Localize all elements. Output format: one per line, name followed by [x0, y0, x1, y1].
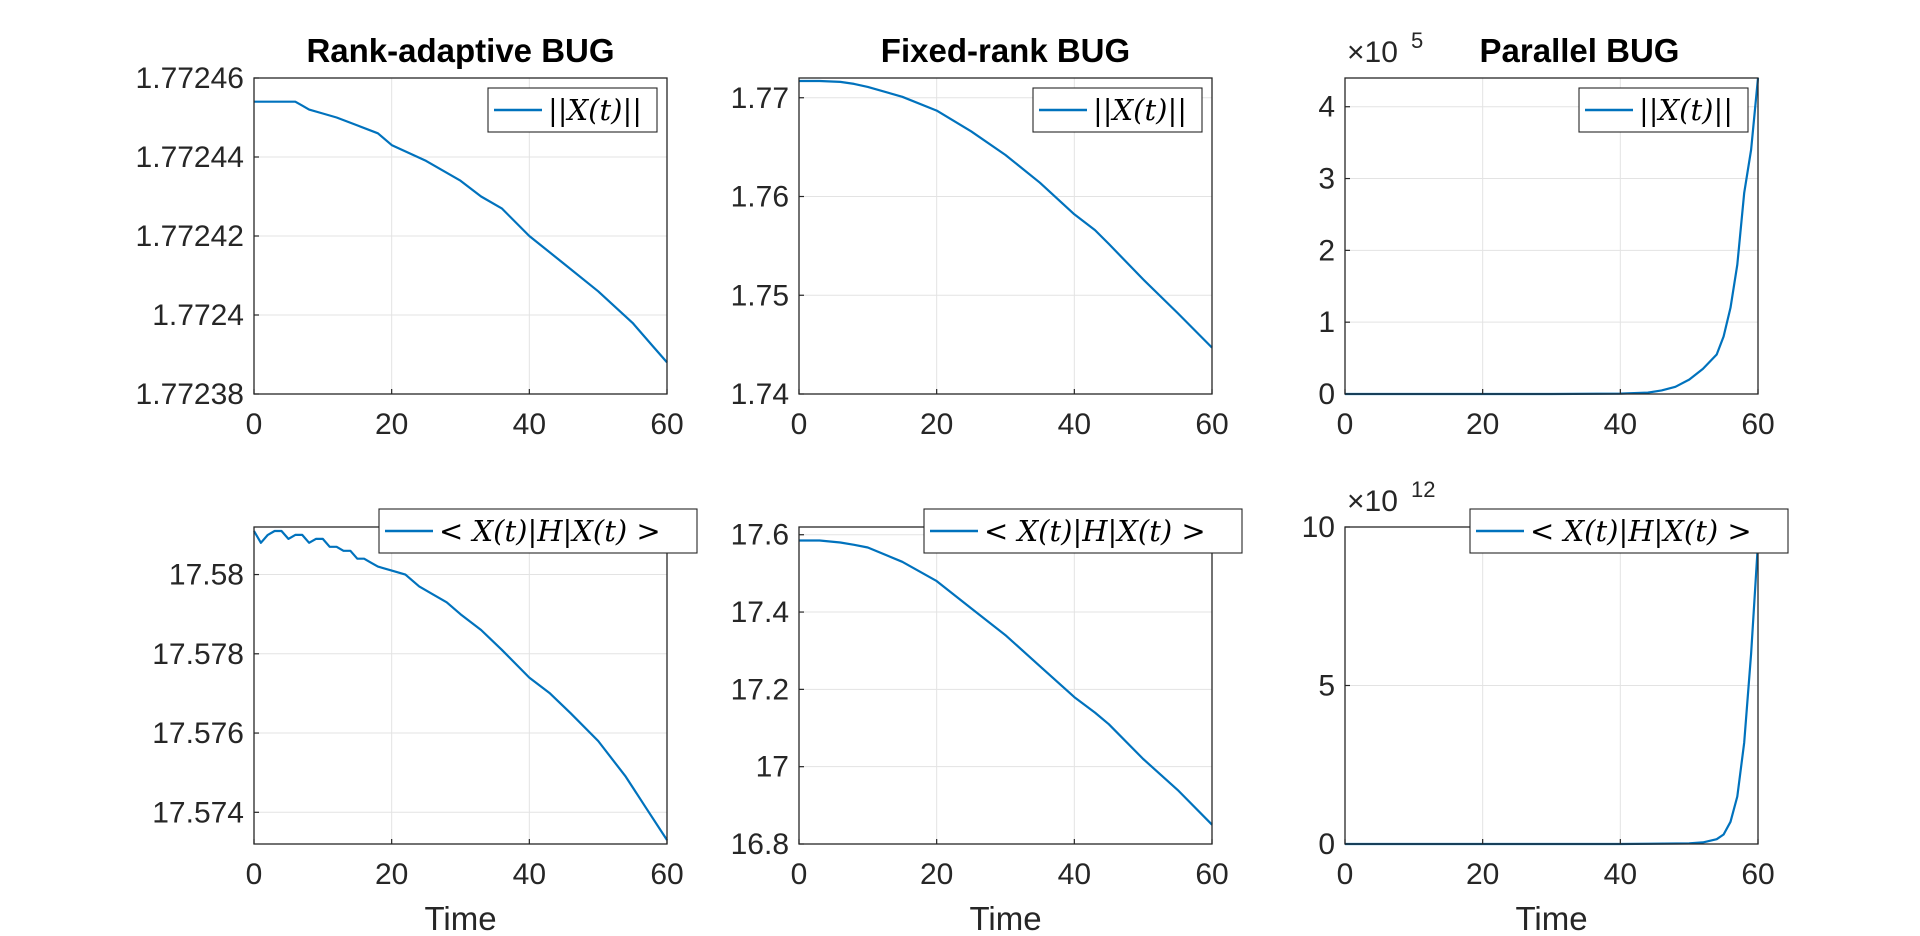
y-tick-label: 17.58 [169, 559, 244, 592]
y-tick-label: 4 [1318, 91, 1335, 124]
y-tick-label: 1.77 [731, 82, 789, 115]
y-exponent-label: ×10 [1347, 36, 1398, 69]
plot-area [799, 527, 1212, 844]
y-tick-label: 16.8 [731, 828, 789, 861]
y-tick-label: 17.576 [152, 717, 244, 750]
legend: ||X(t)|| [1578, 87, 1749, 133]
legend-label: < X(t)|H|X(t) > [1530, 514, 1752, 548]
x-tick-label: 40 [513, 858, 546, 891]
series-line-1 [253, 529, 668, 841]
legend-label: < X(t)|H|X(t) > [984, 514, 1206, 548]
series-line-1 [799, 79, 1213, 349]
chart-panel-6: 0 20 40 60 0 5 10 ×10 12 Time < X(t)|H|X(t) > [1302, 477, 1789, 936]
x-tick-label: 60 [650, 408, 683, 441]
x-tick-label: 0 [1337, 858, 1354, 891]
y-tick-label: 1.77242 [136, 220, 244, 253]
x-tick-label: 20 [1466, 858, 1499, 891]
legend-label: ||X(t)|| [548, 93, 642, 127]
chart-panel-4: 0 20 40 60 17.574 17.576 17.578 17.58 Time < X(t)… [152, 508, 698, 936]
y-tick-label: 5 [1318, 670, 1335, 703]
x-axis-label: Time [1515, 900, 1587, 936]
x-tick-label: 60 [1741, 408, 1774, 441]
legend-box [923, 508, 1243, 554]
chart-title: Parallel BUG [1480, 32, 1680, 69]
legend: < X(t)|H|X(t) > [1469, 508, 1789, 554]
y-tick-label: 1.76 [731, 181, 789, 214]
legend-label: < X(t)|H|X(t) > [439, 514, 661, 548]
y-tick-label: 0 [1318, 828, 1335, 861]
legend-label: ||X(t)|| [1093, 93, 1187, 127]
x-tick-label: 0 [1337, 408, 1354, 441]
y-tick-label: 17.578 [152, 638, 244, 671]
legend: ||X(t)|| [487, 87, 658, 133]
y-tick-label: 17.574 [152, 796, 244, 829]
x-tick-label: 20 [375, 858, 408, 891]
y-tick-label: 1.74 [731, 378, 789, 411]
x-tick-label: 0 [246, 408, 263, 441]
x-tick-label: 0 [246, 858, 263, 891]
series-line-1 [254, 100, 668, 364]
y-tick-label: 10 [1302, 511, 1335, 544]
series-line-1 [799, 539, 1213, 826]
y-tick-label: 17.4 [731, 596, 789, 629]
y-tick-label: 1.7724 [152, 299, 244, 332]
legend: < X(t)|H|X(t) > [378, 508, 698, 554]
y-tick-label: 2 [1318, 234, 1335, 267]
chart-panel-1: 0 20 40 60 1.77238 1.7724 1.77242 1.77244 1.7724… [136, 32, 684, 441]
y-tick-label: 0 [1318, 378, 1335, 411]
y-tick-label: 17.2 [731, 673, 789, 706]
y-tick-label: 1.77244 [136, 141, 244, 174]
legend: < X(t)|H|X(t) > [923, 508, 1243, 554]
x-tick-label: 60 [1741, 858, 1774, 891]
y-tick-label: 1.75 [731, 279, 789, 312]
x-tick-label: 20 [920, 858, 953, 891]
x-tick-label: 60 [1195, 858, 1228, 891]
y-tick-label: 17 [756, 751, 789, 784]
y-exponent-label: ×10 [1347, 485, 1398, 518]
x-tick-label: 40 [1058, 408, 1091, 441]
chart-title: Rank-adaptive BUG [306, 32, 614, 69]
x-tick-label: 60 [1195, 408, 1228, 441]
x-tick-label: 60 [650, 858, 683, 891]
x-tick-label: 40 [513, 408, 546, 441]
y-tick-label: 3 [1318, 163, 1335, 196]
x-tick-label: 40 [1058, 858, 1091, 891]
x-tick-label: 20 [1466, 408, 1499, 441]
x-tick-label: 0 [791, 858, 808, 891]
x-tick-label: 20 [375, 408, 408, 441]
x-tick-label: 20 [920, 408, 953, 441]
y-exponent-power: 5 [1411, 28, 1423, 53]
y-tick-label: 1.77238 [136, 378, 244, 411]
x-axis-label: Time [424, 900, 496, 936]
x-axis-label: Time [969, 900, 1041, 936]
x-tick-label: 40 [1604, 858, 1637, 891]
axes-box [798, 77, 1213, 395]
legend-label: ||X(t)|| [1639, 93, 1733, 127]
legend: ||X(t)|| [1032, 87, 1203, 133]
chart-panel-5: 0 20 40 60 16.8 17 17.2 17.4 17.6 Time < X(t)|H|X(… [731, 508, 1243, 936]
plot-area [254, 527, 667, 844]
y-tick-label: 1.77246 [136, 62, 244, 95]
chart-panel-3: 0 20 40 60 0 1 2 3 4 ×10 5 Parallel BUG ||X(t)|| [1318, 28, 1774, 441]
chart-title: Fixed-rank BUG [881, 32, 1130, 69]
y-tick-label: 17.6 [731, 519, 789, 552]
x-tick-label: 0 [791, 408, 808, 441]
axes-box [1344, 77, 1759, 395]
chart-panel-2: 0 20 40 60 1.74 1.75 1.76 1.77 Fixed-rank BUG ||X… [731, 32, 1229, 441]
y-tick-label: 1 [1318, 306, 1335, 339]
x-tick-label: 40 [1604, 408, 1637, 441]
y-exponent-power: 12 [1411, 477, 1435, 502]
